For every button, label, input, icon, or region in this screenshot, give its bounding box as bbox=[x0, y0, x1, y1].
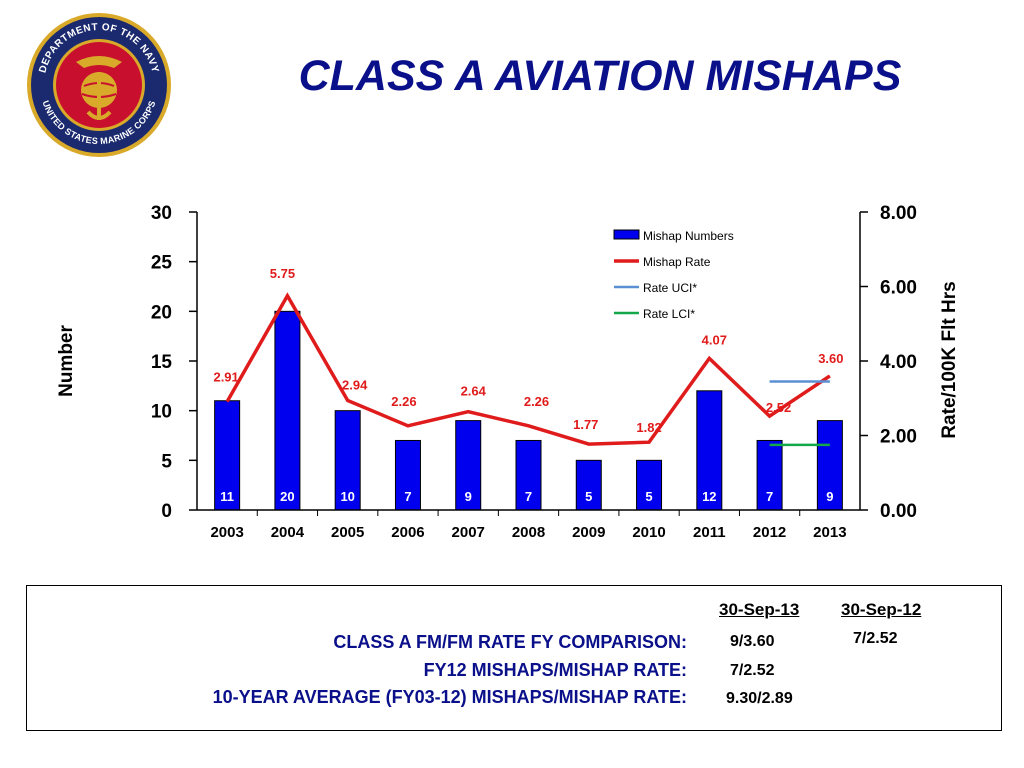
right-tick-label-2.00: 2.00 bbox=[880, 427, 917, 448]
x-tick-label-2010: 2010 bbox=[632, 524, 665, 541]
summary-row-value-fy12: 7/2.52 bbox=[730, 662, 775, 679]
left-tick-label-0: 0 bbox=[161, 501, 172, 522]
bar-label-2008: 7 bbox=[525, 489, 532, 504]
left-tick-label-5: 5 bbox=[161, 451, 172, 472]
rate-label-2013: 3.60 bbox=[818, 351, 843, 366]
mishap-chart: 11 20 10 7 9 7 5 5 12 7 9 2.915.752.942.262.642.26… bbox=[56, 203, 960, 541]
bar-2007 bbox=[455, 420, 482, 511]
bar-label-2003: 11 bbox=[220, 489, 234, 504]
x-tick-label-2013: 2013 bbox=[813, 524, 846, 541]
rate-label-2012: 2.52 bbox=[766, 400, 791, 415]
bar-label-2005: 10 bbox=[340, 489, 354, 504]
legend-label-rate-uci-: Rate UCI* bbox=[643, 281, 697, 295]
summary-row-value-comparison-previous: 7/2.52 bbox=[853, 630, 898, 647]
left-tick-label-15: 15 bbox=[151, 352, 173, 373]
legend-label-mishap-numbers: Mishap Numbers bbox=[643, 229, 734, 243]
summary-box: 30-Sep-13 30-Sep-12 CLASS A FM/FM RATE F… bbox=[26, 585, 1002, 731]
left-tick-label-20: 20 bbox=[151, 302, 172, 323]
rate-label-2006: 2.26 bbox=[391, 394, 416, 409]
x-tick-label-2004: 2004 bbox=[271, 524, 305, 541]
bar-2004 bbox=[274, 310, 301, 511]
rate-label-2004: 5.75 bbox=[270, 266, 295, 281]
x-tick-label-2011: 2011 bbox=[693, 524, 726, 541]
right-tick-label-6.00: 6.00 bbox=[880, 278, 917, 299]
summary-row-value-comparison: 9/3.60 bbox=[730, 633, 775, 650]
page-title: CLASS A AVIATION MISHAPS bbox=[298, 52, 902, 100]
rate-label-2005: 2.94 bbox=[342, 377, 368, 392]
legend-label-rate-lci-: Rate LCI* bbox=[643, 307, 695, 321]
summary-row-label-fy12: FY12 MISHAPS/MISHAP RATE: bbox=[423, 660, 687, 680]
left-tick-label-30: 30 bbox=[151, 203, 172, 224]
right-tick-label-0.00: 0.00 bbox=[880, 501, 917, 522]
y-axis-title: Number bbox=[56, 325, 77, 397]
bar-2008 bbox=[515, 439, 542, 511]
rate-label-2011: 4.07 bbox=[702, 332, 727, 347]
summary-col-header-current: 30-Sep-13 bbox=[719, 600, 800, 619]
bar-2011 bbox=[696, 390, 723, 511]
summary-row-label-comparison: CLASS A FM/FM RATE FY COMPARISON: bbox=[333, 632, 687, 652]
y2-axis-title: Rate/100K Flt Hrs bbox=[939, 281, 960, 438]
x-tick-label-2005: 2005 bbox=[331, 524, 364, 541]
bar-label-2012: 7 bbox=[766, 489, 773, 504]
x-tick-label-2008: 2008 bbox=[512, 524, 545, 541]
marine-corps-seal-logo: DEPARTMENT OF THE NAVY UNITED STATES MAR… bbox=[27, 13, 171, 157]
rate-label-2007: 2.64 bbox=[461, 384, 487, 399]
mishap-rate-line bbox=[225, 292, 831, 446]
rate-label-2009: 1.77 bbox=[573, 417, 598, 432]
summary-col-header-previous: 30-Sep-12 bbox=[841, 600, 922, 619]
bar-label-2010: 5 bbox=[645, 489, 652, 504]
x-tick-label-2006: 2006 bbox=[391, 524, 424, 541]
bar-label-2004: 20 bbox=[280, 489, 294, 504]
summary-row-label-10yr-average: 10-YEAR AVERAGE (FY03-12) MISHAPS/MISHAP… bbox=[212, 687, 687, 707]
bar-label-2007: 9 bbox=[465, 489, 472, 504]
left-tick-label-25: 25 bbox=[151, 253, 173, 274]
legend-label-mishap-rate: Mishap Rate bbox=[643, 255, 711, 269]
bar-2013 bbox=[816, 420, 843, 511]
eagle-globe-anchor-icon bbox=[76, 56, 122, 120]
bar-label-2006: 7 bbox=[404, 489, 411, 504]
left-tick-label-10: 10 bbox=[151, 402, 172, 423]
x-tick-label-2007: 2007 bbox=[452, 524, 485, 541]
rate-label-2008: 2.26 bbox=[524, 394, 549, 409]
summary-row-value-10yr-average: 9.30/2.89 bbox=[726, 690, 793, 707]
rate-label-2010: 1.82 bbox=[636, 420, 661, 435]
rate-label-2003: 2.91 bbox=[213, 370, 238, 385]
bar-label-2013: 9 bbox=[826, 489, 833, 504]
right-tick-label-4.00: 4.00 bbox=[880, 352, 917, 373]
bar-label-2009: 5 bbox=[585, 489, 592, 504]
x-tick-label-2009: 2009 bbox=[572, 524, 605, 541]
x-tick-label-2003: 2003 bbox=[210, 524, 243, 541]
right-tick-label-8.00: 8.00 bbox=[880, 203, 917, 224]
bar-2009 bbox=[575, 459, 602, 511]
bar-2012 bbox=[756, 439, 783, 511]
legend-swatch-mishap-numbers bbox=[613, 229, 640, 240]
bar-label-2011: 12 bbox=[702, 489, 716, 504]
x-tick-label-2012: 2012 bbox=[753, 524, 786, 541]
